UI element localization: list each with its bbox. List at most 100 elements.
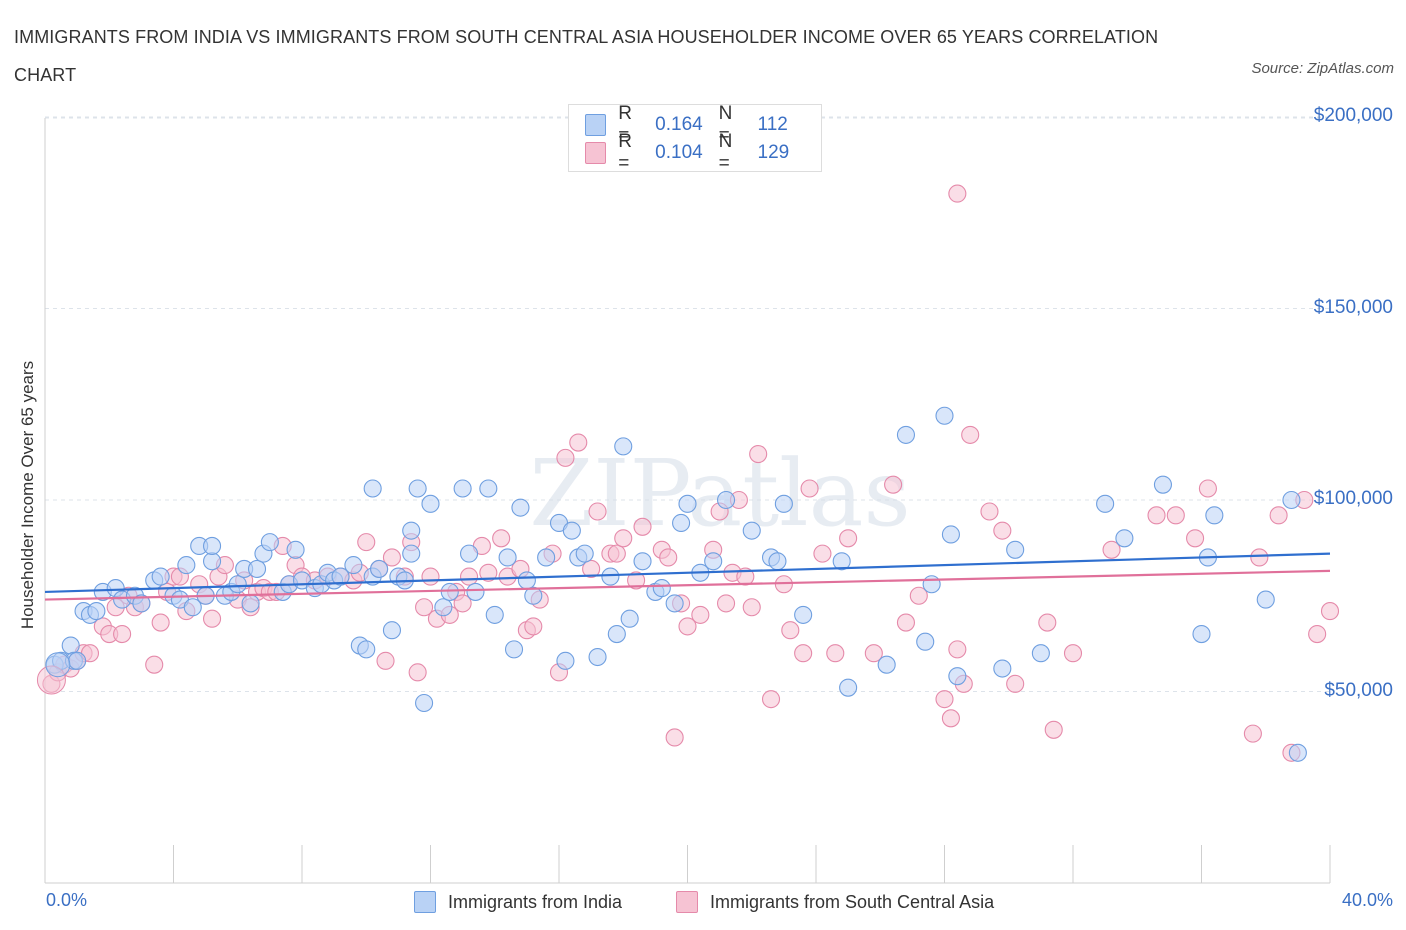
india-point — [916, 632, 935, 651]
sca-point — [948, 640, 967, 659]
sca-point — [1147, 506, 1166, 525]
legend-swatch-sca — [585, 142, 607, 164]
india-point — [286, 540, 305, 559]
sca-point — [1063, 644, 1083, 663]
sca-point — [935, 690, 954, 709]
india-point — [363, 479, 382, 498]
sca-point — [459, 567, 479, 586]
sca-point — [607, 544, 626, 563]
india-point — [607, 624, 626, 644]
sca-point — [800, 479, 819, 498]
y-tick-label: $200,000 — [1313, 105, 1393, 126]
india-point — [941, 525, 960, 544]
chart-title: IMMIGRANTS FROM INDIA VS IMMIGRANTS FROM… — [14, 27, 1159, 85]
india-point — [466, 582, 485, 601]
sca-point — [415, 598, 434, 617]
india-point — [151, 567, 170, 586]
sca-point — [492, 529, 511, 548]
legend-swatch-india — [585, 114, 607, 136]
india-point — [517, 571, 536, 590]
bottom-legend-label-india: Immigrants from India — [448, 891, 623, 912]
india-point — [485, 605, 504, 624]
sca-point — [980, 502, 999, 521]
india-point — [935, 406, 954, 425]
legend-n-value: 112 — [757, 114, 788, 135]
sca-point — [742, 598, 761, 617]
india-point — [562, 521, 581, 540]
legend-r-value: 0.104 — [655, 142, 703, 163]
india-trend-line — [44, 552, 1331, 594]
sca-point — [1038, 613, 1057, 632]
sca-point — [941, 709, 960, 728]
sca-point — [864, 644, 883, 663]
india-points — [36, 406, 1307, 762]
india-point — [459, 544, 479, 563]
india-point — [415, 693, 434, 713]
india-point — [177, 556, 196, 575]
sca-point — [113, 624, 132, 644]
sca-point — [826, 644, 845, 663]
india-point — [434, 598, 453, 617]
sca-point — [151, 613, 170, 632]
india-point — [633, 552, 652, 571]
india-point — [241, 594, 260, 613]
india-point — [183, 598, 202, 617]
india-point — [1256, 590, 1275, 609]
legend-row-sca: R = 0.104 N = 129 — [585, 131, 821, 174]
sca-point — [716, 594, 736, 613]
india-point — [87, 602, 106, 621]
sca-trend-line — [44, 569, 1331, 601]
india-point — [68, 651, 87, 670]
sca-point — [781, 621, 800, 640]
india-point — [402, 544, 421, 563]
sca-point — [948, 184, 967, 203]
sca-point — [993, 521, 1012, 540]
sca-point — [382, 548, 402, 567]
source-label: Source: ZipAtlas.com — [1251, 60, 1394, 77]
india-point — [768, 552, 787, 571]
india-point — [504, 640, 524, 659]
india-point — [601, 567, 620, 586]
sca-point — [203, 609, 222, 628]
india-point — [203, 536, 222, 556]
legend-n-label: N = — [718, 103, 733, 146]
sca-point — [736, 567, 755, 586]
india-point — [620, 609, 639, 628]
y-tick-label: $100,000 — [1313, 488, 1393, 509]
sca-point — [1243, 724, 1262, 743]
india-point — [1115, 529, 1134, 548]
india-point — [228, 575, 247, 594]
india-point — [672, 513, 691, 533]
sca-point — [556, 448, 575, 467]
india-point — [832, 552, 851, 571]
sca-point — [839, 529, 858, 548]
india-point — [614, 437, 633, 456]
india-point — [556, 651, 575, 670]
sca-point — [145, 655, 164, 674]
india-point — [774, 494, 793, 513]
axes — [44, 118, 1331, 884]
india-point — [922, 575, 941, 594]
sca-point — [1269, 506, 1288, 525]
sca-point — [614, 529, 633, 548]
sca-point — [896, 613, 916, 632]
bottom-legend-india: Immigrants from India — [414, 888, 622, 916]
india-point — [1205, 506, 1224, 525]
india-point — [498, 548, 517, 567]
legend-row-india: R = 0.164 N = 112 — [585, 103, 821, 146]
bottom-legend-label-sca: Immigrants from South Central Asia — [710, 891, 995, 912]
sca-point — [1102, 540, 1121, 559]
india-point — [479, 479, 498, 498]
india-point — [331, 567, 350, 586]
bottom-legend-sca: Immigrants from South Central Asia — [676, 888, 994, 916]
bottom-legend-swatch-india — [414, 891, 436, 913]
sca-point — [1250, 548, 1269, 567]
legend-r-value: 0.164 — [655, 114, 703, 135]
sca-point — [357, 533, 376, 552]
y-tick-label: $150,000 — [1313, 296, 1393, 318]
india-point — [1282, 490, 1301, 510]
sca-point — [627, 571, 646, 590]
sca-point — [749, 444, 768, 464]
india-point — [877, 655, 896, 674]
